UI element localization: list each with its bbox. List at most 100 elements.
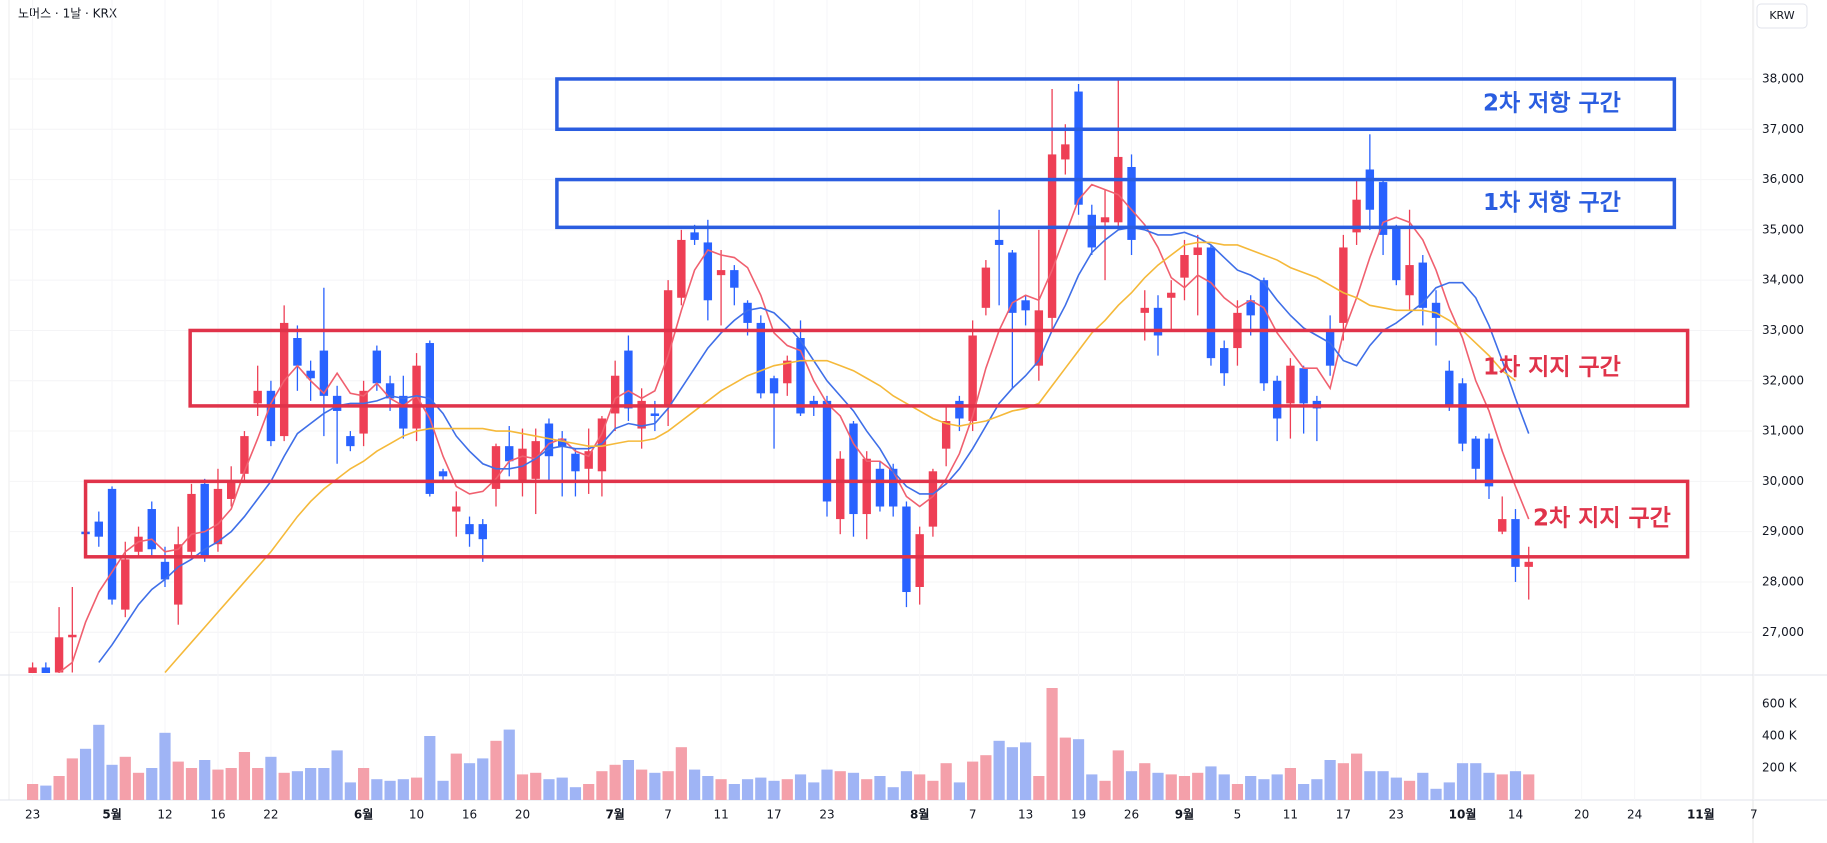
volume-bar [689, 769, 701, 800]
candle-body [1246, 300, 1255, 316]
volume-bar [371, 779, 383, 800]
y-tick-label: 38,000 [1762, 71, 1804, 85]
candle-body [28, 667, 37, 673]
volume-bar [1178, 776, 1191, 800]
volume-bar [1337, 763, 1349, 800]
y-tick-label: 32,000 [1762, 373, 1804, 387]
volume-bar [1231, 784, 1244, 800]
candle-body [1193, 247, 1202, 256]
volume-bar [1059, 737, 1071, 800]
candle-body [1458, 383, 1467, 444]
volume-bar [1020, 742, 1032, 800]
volume-bar [1456, 763, 1469, 800]
x-tick-label: 11 [1283, 808, 1298, 822]
candle-body [994, 239, 1004, 245]
y-tick-label: 37,000 [1762, 122, 1804, 136]
x-tick-label: 5 [1234, 808, 1242, 822]
volume-tick-label: 200 K [1762, 761, 1798, 775]
volume-bar [40, 785, 52, 800]
candle-body [438, 471, 448, 477]
candle-body [1180, 255, 1189, 278]
candle-body [107, 488, 117, 600]
volume-bar [106, 764, 118, 800]
volume-bar [318, 768, 330, 800]
volume-bar [119, 756, 131, 800]
candle-body [372, 350, 382, 384]
candle-body [1325, 330, 1335, 366]
y-tick-label: 30,000 [1762, 474, 1804, 488]
volume-bar [583, 784, 595, 800]
volume-bar [1139, 763, 1151, 800]
volume-bar [741, 779, 754, 800]
candle-body [769, 378, 779, 394]
volume-bar [1072, 739, 1085, 800]
volume-bar [503, 729, 515, 800]
candle-body [1286, 365, 1295, 404]
candle-body [160, 561, 170, 580]
candle-body [650, 413, 660, 416]
candle-body [862, 458, 871, 515]
candle-body [663, 290, 673, 406]
candle-body [332, 395, 342, 411]
volume-bar [781, 779, 793, 800]
y-tick-label: 27,000 [1762, 625, 1804, 639]
volume-bar [1033, 776, 1045, 800]
volume-bar [93, 724, 105, 800]
volume-bar [1192, 772, 1204, 800]
volume-bar [1046, 688, 1058, 800]
moving-average-line [58, 183, 1530, 673]
candle-body [1061, 144, 1070, 160]
volume-bar [291, 771, 303, 800]
volume-bar [1377, 771, 1389, 800]
volume-bar [212, 769, 224, 800]
x-tick-label: 16 [210, 808, 225, 822]
candle-body [690, 232, 699, 240]
x-tick-label: 19 [1071, 808, 1086, 822]
currency-label[interactable]: KRW [1769, 9, 1794, 22]
candle-body [981, 267, 991, 308]
candle-body [1220, 348, 1229, 374]
candle-body [836, 458, 845, 520]
volume-bar [1112, 750, 1124, 800]
candle-body [1418, 262, 1427, 308]
volume-bar [252, 768, 264, 800]
currency-button[interactable] [1756, 3, 1808, 29]
volume-bar [794, 774, 807, 800]
candle-body [94, 521, 103, 537]
volume-bar [225, 768, 237, 800]
volume-bar [1324, 760, 1336, 800]
y-tick-label: 29,000 [1762, 524, 1804, 538]
candle-body [1127, 166, 1136, 240]
volume-bar [172, 761, 184, 800]
candle-body [1140, 307, 1149, 313]
x-tick-label: 17 [766, 808, 781, 822]
volume-bar [1509, 771, 1522, 800]
volume-bar [1152, 772, 1164, 800]
volume-bar [79, 748, 92, 800]
candle-body [716, 270, 726, 276]
volume-bar [900, 771, 913, 800]
candle-body [227, 481, 236, 499]
volume-bar [596, 771, 608, 800]
volume-bar [649, 772, 661, 800]
x-tick-label: 10월 [1449, 807, 1477, 822]
x-tick-label: 23 [1389, 808, 1404, 822]
zone-label: 1차 지지 구간 [1483, 355, 1621, 381]
candle-body [306, 370, 315, 379]
candle-body [677, 239, 686, 298]
volume-bar [622, 760, 634, 800]
candle-body [1431, 302, 1441, 318]
candle-body [889, 468, 898, 507]
volume-bar [1443, 782, 1455, 800]
x-tick-label: 12 [157, 808, 172, 822]
zone-box [555, 77, 1677, 132]
volume-bar [556, 777, 568, 800]
volume-bar [344, 782, 356, 800]
volume-bar [702, 776, 714, 800]
zone-box [188, 328, 1690, 408]
candle-body [941, 421, 951, 449]
candle-body [279, 322, 289, 437]
volume-bar [278, 772, 290, 800]
